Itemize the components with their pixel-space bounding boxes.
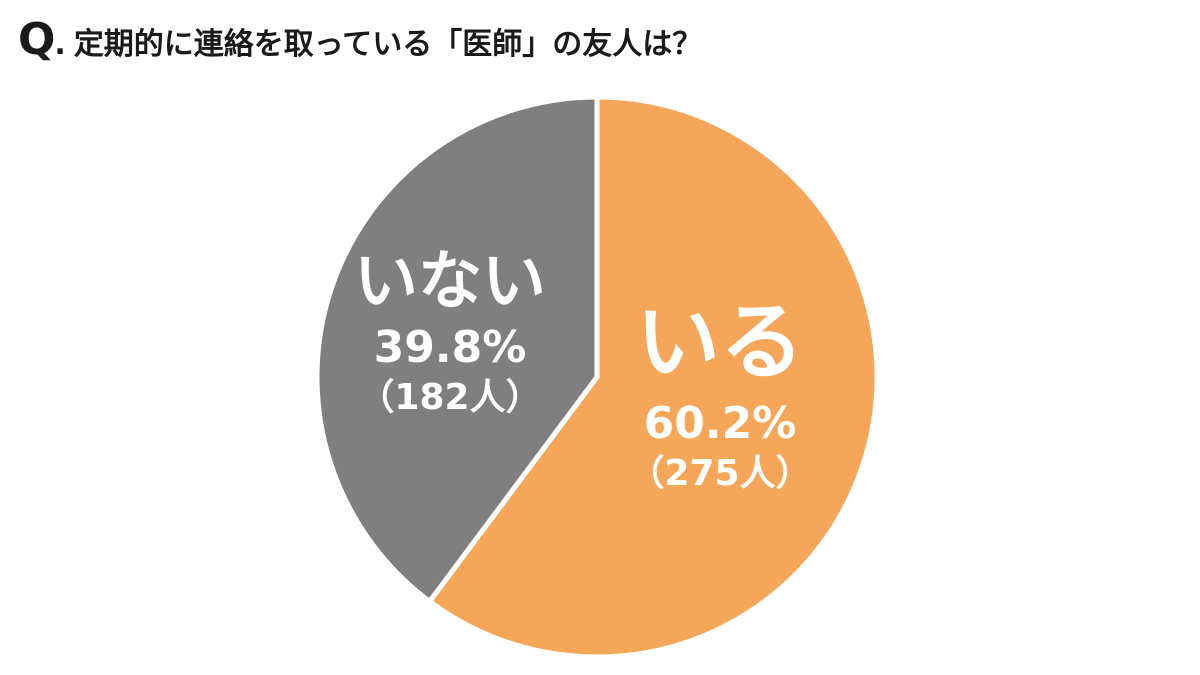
slice-label-nai: いない 39.8% （182人）: [330, 250, 570, 416]
pie-slice-iru: [427, 94, 880, 660]
slice-name-iru: いる: [635, 293, 804, 391]
slice-label-iru: いる 60.2% （275人）: [600, 300, 840, 492]
question-title: Q . 定期的に連絡を取っている「医師」の友人は？: [18, 14, 702, 74]
question-text: 定期的に連絡を取っている「医師」の友人は？: [73, 27, 703, 62]
slice-percent-iru: 60.2%: [643, 398, 797, 449]
slice-count-iru: （275人）: [628, 453, 812, 494]
question-dot: .: [54, 27, 66, 62]
slice-count-nai: （182人）: [358, 377, 542, 418]
pie-slice-nai: [314, 94, 600, 604]
slice-percent-nai: 39.8%: [373, 322, 527, 373]
slice-name-nai: いない: [354, 245, 546, 319]
question-q-mark: Q: [18, 14, 55, 65]
